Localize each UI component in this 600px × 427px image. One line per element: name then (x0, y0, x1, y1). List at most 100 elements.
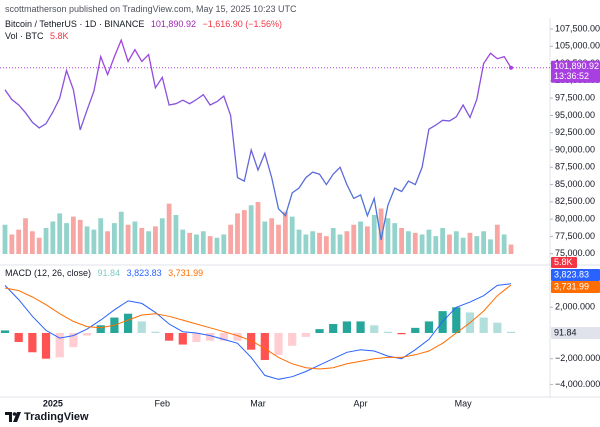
volume-bar (241, 210, 247, 254)
axis-tag-label: 91.84 (554, 327, 577, 337)
macd-line (4, 283, 512, 380)
last-point (509, 65, 513, 70)
volume-bar (481, 231, 487, 254)
y-tick-label: −4,000.000 (555, 379, 600, 389)
axis-tag (551, 326, 600, 339)
volume-bar (235, 213, 240, 254)
volume-bar (269, 218, 275, 254)
histogram-bar (28, 332, 37, 353)
brand: TradingView (24, 411, 89, 423)
volume-bar (453, 231, 459, 254)
volume-bar (43, 228, 49, 254)
logo (5, 412, 21, 422)
volume-bar (105, 231, 110, 254)
volume-legend: Vol · BTC 5.8K (5, 31, 73, 41)
volume-bar (276, 224, 281, 254)
macd-legend: MACD (12, 26, close) 91.84 3,823.83 3,73… (5, 268, 207, 278)
y-tick-label: 2,000.000 (555, 302, 595, 312)
histogram-bar (247, 332, 256, 350)
histogram-bar (370, 325, 379, 333)
volume-bar (488, 239, 493, 254)
histogram-bar (424, 321, 434, 333)
countdown: 13:36:52 (554, 71, 589, 81)
y-tick-label: 82,500.00 (555, 196, 595, 206)
volume-bar (317, 232, 322, 254)
volume-bar (467, 232, 473, 254)
histogram-bar (137, 321, 146, 333)
volume-bar (378, 208, 384, 254)
histogram-bar (151, 331, 160, 333)
volume-bar (57, 213, 63, 254)
histogram-bar (123, 313, 133, 333)
histogram-bar (506, 331, 516, 333)
volume-bar (228, 224, 234, 254)
y-tick-label: 80,000.00 (555, 214, 595, 224)
volume-bar (392, 223, 398, 254)
histogram-bar (452, 307, 461, 333)
byline: scottmatherson published on TradingView.… (5, 4, 297, 14)
x-tick-label: Feb (155, 398, 171, 408)
y-tick-label: 105,000.00 (555, 41, 600, 51)
y-tick-label: 92,500.00 (555, 127, 595, 137)
volume-bar (289, 216, 295, 254)
axis-tag (551, 269, 600, 281)
volume-bar (460, 237, 466, 254)
volume-bar (173, 215, 179, 254)
volume-bar (330, 228, 336, 254)
volume-bar (344, 231, 350, 254)
histogram-bar (397, 332, 406, 335)
histogram-bar (329, 323, 338, 333)
histogram-bar (411, 327, 420, 333)
price-change: −1,616.90 (−1.56%) (202, 19, 283, 29)
volume-name: Vol · BTC (5, 31, 44, 41)
volume-bar (365, 226, 370, 254)
volume-bar (125, 224, 131, 254)
axis-tag-label: 3,823.83 (554, 269, 589, 279)
volume-bar (23, 218, 28, 254)
volume-tag (551, 257, 577, 268)
volume-bar (371, 215, 377, 254)
volume-bar (187, 232, 193, 254)
volume-bar (310, 231, 316, 254)
volume-bar (494, 224, 500, 254)
volume-bar (194, 234, 199, 254)
histogram-bar (206, 332, 215, 341)
y-tick-label: 75,000.00 (555, 248, 595, 258)
volume-bar (358, 221, 363, 254)
axis-tag-label: 3,731.99 (554, 281, 589, 291)
volume-bar (508, 244, 514, 254)
volume-bar (77, 219, 83, 254)
histogram-bar (493, 322, 502, 333)
volume-bar (180, 229, 186, 254)
histogram-bar (69, 332, 78, 348)
volume-bar (406, 231, 411, 254)
histogram-bar (479, 317, 488, 333)
y-tick-label: 77,500.00 (555, 231, 595, 241)
histogram-bar (82, 332, 92, 336)
volume-bar (426, 229, 432, 254)
volume-bar (166, 203, 172, 254)
volume-bar (303, 234, 309, 254)
volume-bar (385, 218, 391, 254)
y-tick-label: −2,000.000 (555, 353, 600, 363)
histogram-bar (288, 332, 297, 346)
histogram-bar (233, 332, 242, 341)
volume-tag-label: 5.8K (554, 257, 573, 267)
volume-bar (262, 221, 268, 254)
price-tag (551, 60, 600, 83)
histogram-bar (14, 332, 23, 342)
volume-last: 5.8K (50, 31, 69, 41)
histogram-bar (178, 332, 187, 345)
footer: TradingView (5, 411, 93, 423)
histogram-bar (356, 321, 365, 333)
volume-bar (282, 211, 288, 254)
y-tick-label: 85,000.00 (555, 179, 595, 189)
histogram-bar (96, 325, 105, 333)
y-tick-label: 97,500.00 (555, 93, 595, 103)
volume-bar (132, 221, 138, 254)
volume-bar (16, 229, 22, 254)
histogram-bar (0, 330, 10, 333)
volume-bar (207, 236, 213, 254)
volume-bar (474, 236, 480, 254)
symbol-legend: Bitcoin / TetherUS · 1D · BINANCE 101,89… (5, 19, 286, 29)
